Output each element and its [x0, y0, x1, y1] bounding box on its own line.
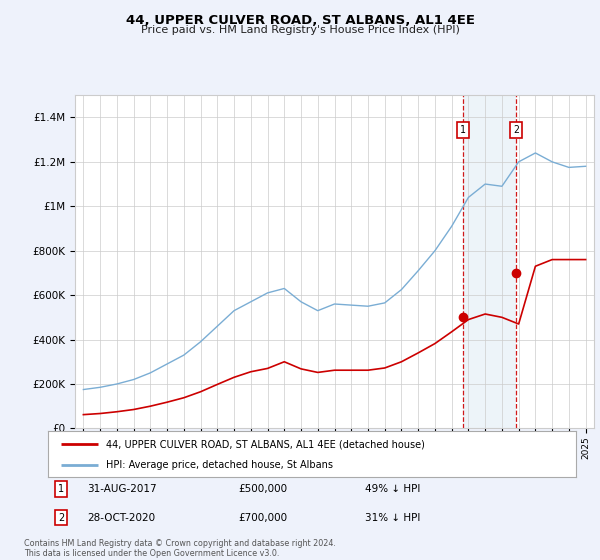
Text: 1: 1: [58, 484, 64, 494]
Bar: [463, 95, 516, 428]
Text: 2: 2: [58, 513, 64, 522]
Text: 1: 1: [460, 125, 466, 135]
Text: 2: 2: [513, 125, 519, 135]
Text: 49% ↓ HPI: 49% ↓ HPI: [365, 484, 420, 494]
Text: 28-OCT-2020: 28-OCT-2020: [88, 513, 156, 522]
Text: 31-AUG-2017: 31-AUG-2017: [88, 484, 157, 494]
Text: 44, UPPER CULVER ROAD, ST ALBANS, AL1 4EE (detached house): 44, UPPER CULVER ROAD, ST ALBANS, AL1 4E…: [106, 439, 425, 449]
Text: £700,000: £700,000: [238, 513, 287, 522]
Text: 44, UPPER CULVER ROAD, ST ALBANS, AL1 4EE: 44, UPPER CULVER ROAD, ST ALBANS, AL1 4E…: [125, 14, 475, 27]
Text: £500,000: £500,000: [238, 484, 287, 494]
Text: HPI: Average price, detached house, St Albans: HPI: Average price, detached house, St A…: [106, 460, 333, 470]
Text: 31% ↓ HPI: 31% ↓ HPI: [365, 513, 420, 522]
Text: Contains HM Land Registry data © Crown copyright and database right 2024.
This d: Contains HM Land Registry data © Crown c…: [24, 539, 336, 558]
Text: Price paid vs. HM Land Registry's House Price Index (HPI): Price paid vs. HM Land Registry's House …: [140, 25, 460, 35]
